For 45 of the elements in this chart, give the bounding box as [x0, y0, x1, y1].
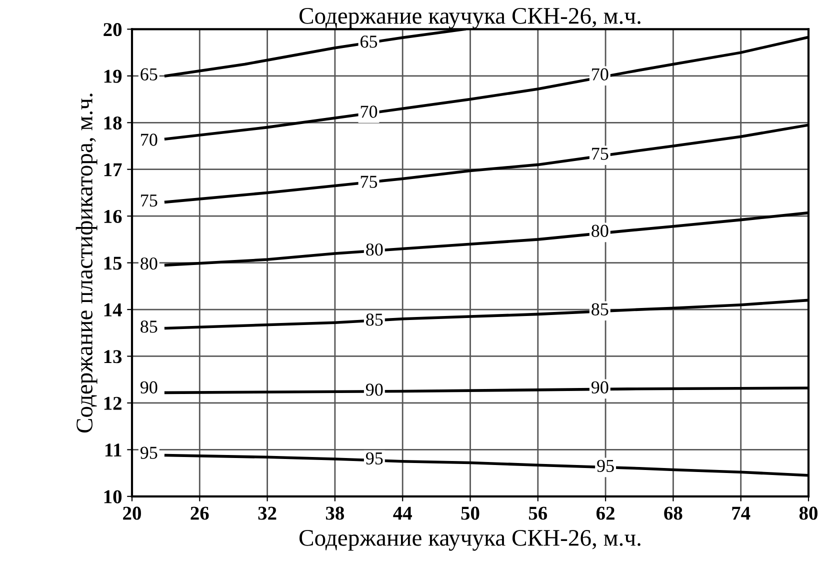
annotation: 90	[591, 381, 608, 394]
y-tick-label: 15	[104, 256, 122, 270]
annotation: 95	[140, 446, 158, 459]
annotation: 65	[140, 68, 158, 80]
x-tick-label: 68	[664, 506, 682, 520]
annotation: 75	[141, 194, 158, 207]
annotation: 90	[140, 381, 158, 394]
y-tick-label: 10	[104, 490, 122, 504]
annotation: 75	[360, 176, 378, 188]
x-tick-label: 32	[258, 506, 276, 520]
annotation: 85	[366, 314, 383, 326]
x-tick-label: 38	[326, 506, 344, 520]
y-tick-label: 17	[104, 163, 122, 176]
y-tick-label: 19	[104, 70, 122, 83]
x-tick-label: 50	[461, 506, 480, 520]
x-tick-label: 20	[123, 506, 141, 520]
annotation: 95	[597, 460, 614, 472]
annotation: 85	[140, 320, 158, 333]
y-tick-label: 20	[104, 23, 122, 36]
annotation: 70	[141, 134, 158, 146]
annotation: 80	[140, 257, 158, 270]
annotation: 70	[592, 68, 608, 80]
y-tick-label: 16	[104, 210, 122, 224]
x-tick-label: 62	[596, 506, 614, 520]
x-tick-label: 56	[528, 506, 548, 520]
annotation: 85	[592, 303, 608, 316]
annotation: 90	[366, 384, 383, 396]
x-tick-label: 80	[799, 506, 818, 520]
x-tick-label: 44	[393, 506, 412, 520]
annotation: 65	[360, 36, 378, 48]
annotation: 70	[360, 106, 378, 118]
x-tick-label: 26	[190, 506, 209, 520]
annotation: 80	[366, 243, 383, 256]
y-tick-label: 12	[104, 396, 122, 410]
y-tick-label: 18	[104, 116, 122, 130]
chart-title: Содержание каучука СКН-26, м.ч.	[299, 8, 640, 29]
y-tick-label: 14	[104, 303, 122, 316]
annotation: 95	[366, 452, 383, 464]
x-axis-title: Содержание каучука СКН-26, м.ч.	[299, 530, 640, 551]
x-tick-label: 74	[732, 506, 750, 520]
y-tick-label: 13	[104, 350, 122, 364]
y-tick-label: 11	[105, 444, 122, 456]
y-axis-title: Содержание пластификатора, м.ч.	[76, 94, 98, 433]
annotation: 75	[592, 148, 608, 160]
annotation: 80	[592, 224, 608, 237]
